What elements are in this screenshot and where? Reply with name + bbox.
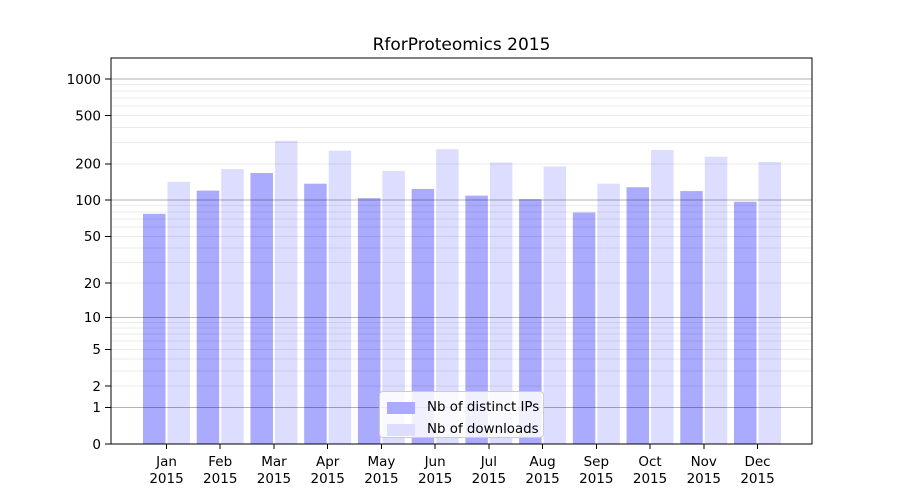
x-tick-label-month-mar: Mar <box>261 454 287 470</box>
y-tick-label: 10 <box>84 310 101 326</box>
chart-title: RforProteomics 2015 <box>372 35 551 55</box>
x-tick-label-year-dec: 2015 <box>740 471 774 487</box>
bar-distinct-ips-jun <box>411 188 435 444</box>
x-tick-label-month-apr: Apr <box>316 454 340 470</box>
bar-downloads-aug <box>543 166 567 445</box>
legend-item-downloads: Nb of downloads <box>387 419 539 440</box>
bar-downloads-nov <box>704 156 728 445</box>
x-tick-label-year-jul: 2015 <box>472 471 506 487</box>
x-tick-label-year-jan: 2015 <box>149 471 183 487</box>
x-tick-label-month-jun: Jun <box>424 454 446 470</box>
y-tick-label: 5 <box>92 342 101 358</box>
x-tick-label-month-nov: Nov <box>691 454 717 470</box>
x-tick-label-year-apr: 2015 <box>311 471 345 487</box>
x-tick-label-month-dec: Dec <box>744 454 770 470</box>
y-tick-label: 200 <box>75 157 101 173</box>
y-tick-label: 20 <box>84 276 101 292</box>
y-tick-label: 50 <box>84 229 101 245</box>
x-tick-label-year-feb: 2015 <box>203 471 237 487</box>
legend-label-downloads: Nb of downloads <box>427 422 539 437</box>
bar-downloads-feb <box>221 169 244 444</box>
x-tick-label-year-oct: 2015 <box>633 471 667 487</box>
x-tick-label-month-sep: Sep <box>584 454 609 470</box>
bar-downloads-oct <box>651 150 674 444</box>
bar-distinct-ips-dec <box>734 201 757 444</box>
y-tick-label: 100 <box>75 193 101 209</box>
bar-distinct-ips-aug <box>519 199 542 444</box>
bar-downloads-jul <box>489 162 513 445</box>
bar-distinct-ips-jan <box>143 213 166 444</box>
bar-distinct-ips-feb <box>196 190 220 444</box>
bar-downloads-may <box>382 170 405 444</box>
bar-downloads-mar <box>274 140 298 444</box>
y-tick-label: 500 <box>75 108 101 124</box>
bar-downloads-jun <box>436 149 459 444</box>
x-tick-label-year-nov: 2015 <box>687 471 721 487</box>
x-tick-label-year-mar: 2015 <box>257 471 291 487</box>
x-tick-label-year-sep: 2015 <box>579 471 613 487</box>
legend-item-distinct-ips: Nb of distinct IPs <box>387 397 539 418</box>
legend-swatch-downloads <box>387 423 415 436</box>
bar-distinct-ips-may <box>357 198 381 444</box>
y-tick-label: 2 <box>92 379 101 395</box>
bar-downloads-dec <box>758 162 781 444</box>
x-tick-label-year-may: 2015 <box>364 471 398 487</box>
legend: Nb of distinct IPs Nb of downloads <box>379 391 544 438</box>
bar-distinct-ips-mar <box>250 172 273 444</box>
y-tick-label: 1 <box>92 400 101 416</box>
x-tick-label-month-feb: Feb <box>208 454 232 470</box>
legend-label-distinct-ips: Nb of distinct IPs <box>427 400 540 415</box>
x-tick-label-month-may: May <box>367 454 395 470</box>
x-tick-label-month-aug: Aug <box>529 454 555 470</box>
y-tick-label: 0 <box>92 437 101 453</box>
bar-downloads-jan <box>167 181 190 444</box>
legend-swatch-distinct-ips <box>387 401 415 414</box>
x-tick-label-month-jan: Jan <box>155 454 177 470</box>
bar-downloads-apr <box>328 150 352 444</box>
x-tick-label-year-jun: 2015 <box>418 471 452 487</box>
x-tick-label-month-jul: Jul <box>480 454 497 470</box>
bar-distinct-ips-apr <box>304 183 327 444</box>
x-tick-label-month-oct: Oct <box>638 454 661 470</box>
plot-frame <box>110 57 813 445</box>
bar-distinct-ips-sep <box>572 212 596 444</box>
x-tick-label-year-aug: 2015 <box>525 471 559 487</box>
bar-distinct-ips-oct <box>626 187 650 445</box>
bar-downloads-sep <box>597 183 620 444</box>
bar-distinct-ips-nov <box>680 191 703 444</box>
bar-distinct-ips-jul <box>465 195 488 444</box>
y-tick-label: 1000 <box>67 72 101 88</box>
